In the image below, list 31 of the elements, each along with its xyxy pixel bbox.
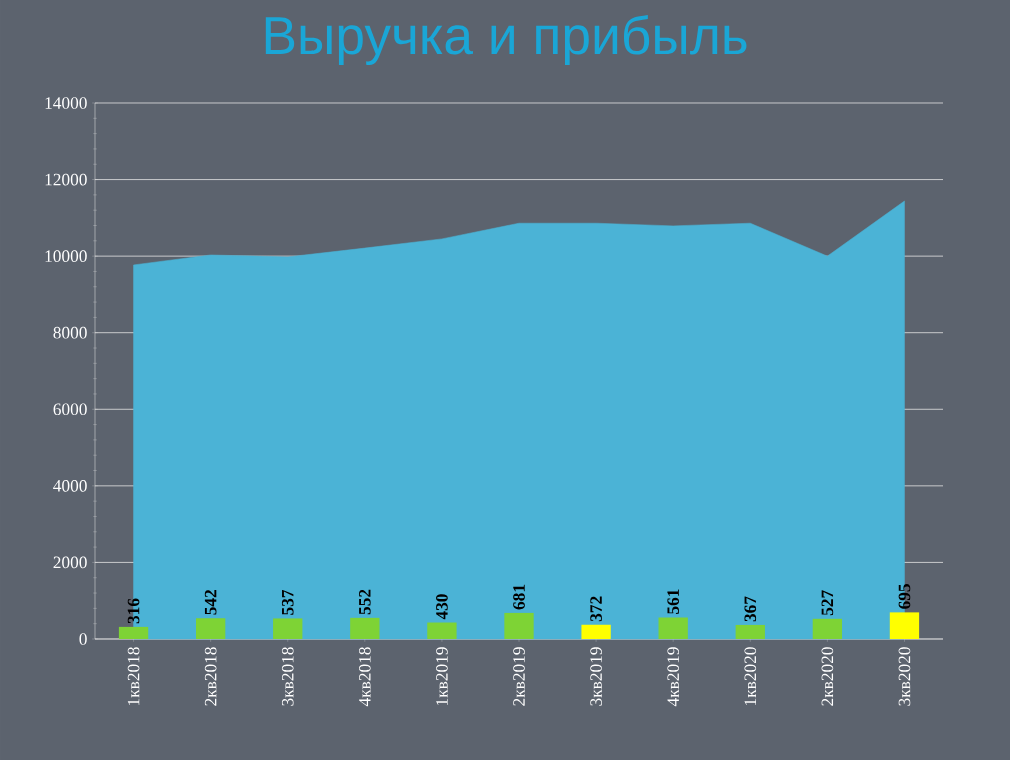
data-label: 430 <box>436 594 448 620</box>
y-tick-label: 12000 <box>45 173 87 186</box>
y-tick-label: 8000 <box>53 326 87 339</box>
y-tick-label: 4000 <box>53 480 87 492</box>
data-label: 552 <box>359 589 371 615</box>
data-label: 537 <box>281 589 294 615</box>
y-tick-label: 14000 <box>45 97 87 109</box>
x-tick-label: 1кв2018 <box>127 647 140 705</box>
chart-title: Выручка и прибыль <box>265 14 747 66</box>
x-tick-label: 3кв2019 <box>590 647 602 706</box>
x-tick-label: 2кв2020 <box>821 647 834 706</box>
x-tick-label: 1кв2020 <box>744 647 757 705</box>
y-tick-label: 0 <box>79 633 87 645</box>
x-tick-label: 3кв2018 <box>281 647 294 706</box>
x-tick-label: 2кв2018 <box>204 647 217 706</box>
x-tick-label: 2кв2019 <box>513 647 525 706</box>
data-label: 372 <box>590 596 602 622</box>
y-tick-label: 2000 <box>53 556 87 569</box>
data-label: 367 <box>744 596 757 622</box>
data-label: 527 <box>821 590 834 616</box>
x-tick-label: 1кв2019 <box>436 647 448 705</box>
x-tick-label: 4кв2019 <box>667 647 680 707</box>
data-label: 695 <box>898 584 911 609</box>
data-label: 316 <box>127 598 140 624</box>
y-tick-label: 6000 <box>53 403 87 416</box>
x-tick-label: 4кв2018 <box>358 647 371 707</box>
data-label: 561 <box>667 589 680 614</box>
x-tick-label: 3кв2020 <box>898 647 911 706</box>
y-tick-label: 10000 <box>45 250 87 262</box>
data-label: 542 <box>204 590 217 615</box>
data-label: 681 <box>513 584 525 610</box>
